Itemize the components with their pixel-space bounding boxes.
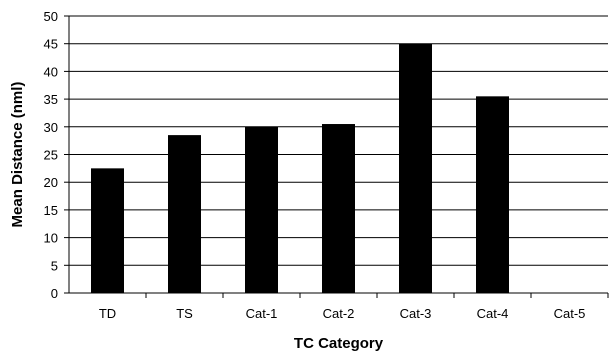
x-tick-label: Cat-3 [400, 306, 432, 321]
y-tick-label: 50 [44, 9, 58, 24]
y-tick-label: 10 [44, 231, 58, 246]
x-tick-label: Cat-4 [477, 306, 509, 321]
y-tick-label: 35 [44, 92, 58, 107]
axes [68, 16, 608, 294]
x-tick-labels: TD TS Cat-1 Cat-2 Cat-3 Cat-4 Cat-5 [99, 293, 609, 321]
y-axis-title: Mean Distance (nml) [9, 82, 26, 228]
x-tick-label: TD [99, 306, 116, 321]
x-tick-label: TS [176, 306, 193, 321]
bar-cat-2 [322, 124, 355, 293]
y-tick-label: 45 [44, 37, 58, 52]
x-axis-title: TC Category [294, 335, 384, 352]
y-tick-labels: 0 5 10 15 20 25 30 35 40 45 50 [44, 9, 58, 301]
x-tick-label: Cat-1 [246, 306, 278, 321]
x-tick-label: Cat-2 [323, 306, 355, 321]
y-tick-label: 0 [51, 286, 58, 301]
y-tick-label: 40 [44, 64, 58, 79]
y-tick-label: 20 [44, 175, 58, 190]
bar-cat-3 [399, 43, 432, 294]
bars [91, 43, 509, 294]
bar-cat-4 [476, 96, 509, 293]
bar-cat-1 [245, 126, 278, 293]
y-tick-label: 5 [51, 258, 58, 273]
y-tick-label: 25 [44, 148, 58, 163]
bar-td [91, 168, 124, 293]
y-tick-label: 30 [44, 120, 58, 135]
bar-ts [168, 135, 201, 293]
x-tick-label: Cat-5 [554, 306, 586, 321]
y-tick-label: 15 [44, 203, 58, 218]
